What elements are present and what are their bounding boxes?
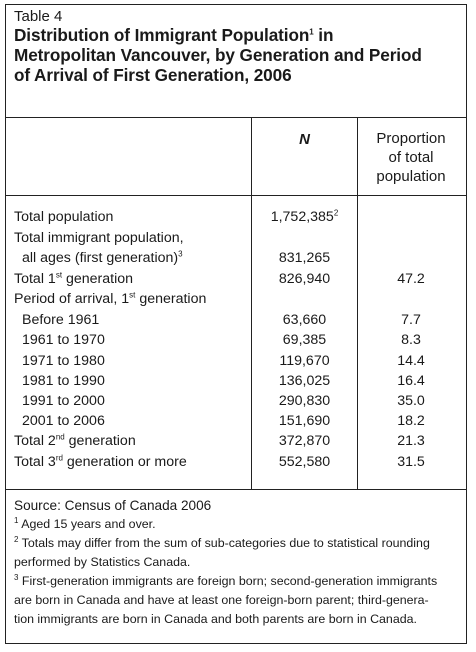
- table-row-1961-1970: 1961 to 1970 69,385 8.3: [22, 332, 421, 348]
- table-caption: Table 4 Distribution of Immigrant Popula…: [14, 8, 459, 85]
- table-row-third-generation: Total 3rd generation or more 552,580 31.…: [14, 453, 425, 470]
- table-row-total-immigrant: Total immigrant population,: [14, 230, 184, 246]
- footnote-2: 2 Totals may differ from the sum of sub-…: [14, 534, 430, 569]
- table-row-1981-1990: 1981 to 1990 136,025 16.4: [22, 373, 425, 389]
- table-row-total-immigrant-cont: all ages (first generation)3 831,265: [22, 249, 331, 266]
- body-bottom-rule: [5, 489, 467, 490]
- table-row-1991-2000: 1991 to 2000 290,830 35.0: [22, 393, 425, 409]
- table-row-period-heading: Period of arrival, 1st generation: [14, 290, 207, 307]
- table-title-line-2: Metropolitan Vancouver, by Generation an…: [14, 45, 422, 65]
- table-row-1971-1980: 1971 to 1980 119,670 14.4: [22, 353, 425, 369]
- column-header-n: N: [299, 131, 310, 148]
- column-header-proportion: Proportion of total population: [376, 130, 446, 185]
- column-divider-1: [251, 118, 252, 490]
- table-row-total-population: Total population 1,752,3852: [14, 208, 339, 225]
- header-bottom-rule: [5, 195, 467, 196]
- table-number: Table 4: [14, 8, 63, 25]
- footnote-1: 1 Aged 15 years and over.: [14, 515, 156, 531]
- footnote-3: 3 First-generation immigrants are foreig…: [14, 572, 438, 626]
- table-title-line-3: of Arrival of First Generation, 2006: [14, 65, 292, 85]
- table-row-second-generation: Total 2nd generation 372,870 21.3: [14, 432, 425, 449]
- table-frame: [5, 4, 467, 644]
- table-title-line-1: Distribution of Immigrant Population1 in: [14, 25, 334, 45]
- header-top-rule: [5, 117, 467, 118]
- footnote-ref-1: 1: [309, 27, 314, 37]
- table-row-first-generation: Total 1st generation 826,940 47.2: [14, 270, 425, 287]
- column-divider-2: [357, 118, 358, 490]
- table-notes: Source: Census of Canada 2006 1 Aged 15 …: [14, 496, 462, 629]
- table-row-before-1961: Before 1961 63,660 7.7: [22, 312, 421, 328]
- table-row-2001-2006: 2001 to 2006 151,690 18.2: [22, 413, 425, 429]
- source-note: Source: Census of Canada 2006: [14, 498, 212, 513]
